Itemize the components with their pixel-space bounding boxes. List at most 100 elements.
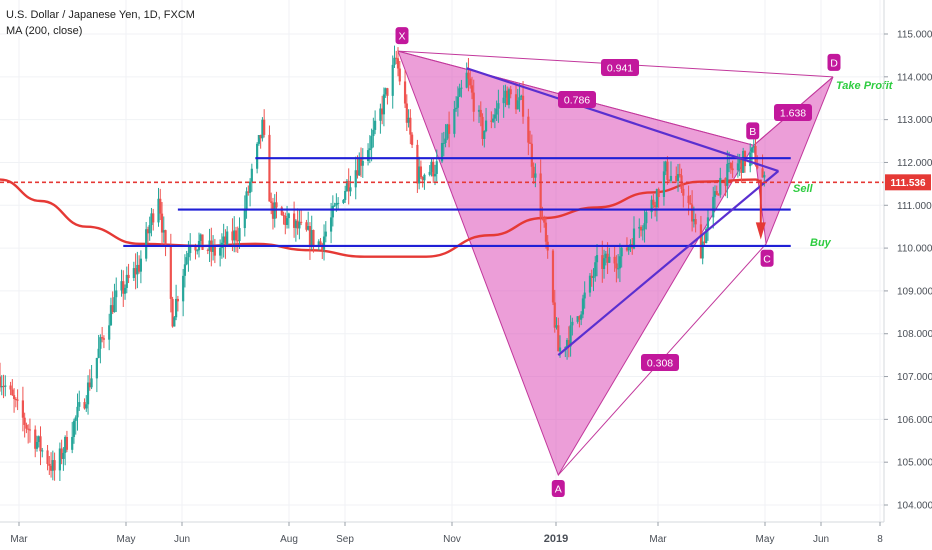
candle-down[interactable] bbox=[416, 144, 419, 184]
candle-down[interactable] bbox=[308, 226, 312, 246]
candle-down[interactable] bbox=[236, 240, 239, 242]
candle-up[interactable] bbox=[250, 168, 253, 182]
candle-up[interactable] bbox=[534, 173, 537, 178]
candle-down[interactable] bbox=[539, 173, 542, 218]
candle-down[interactable] bbox=[268, 134, 271, 202]
candle-up[interactable] bbox=[719, 177, 722, 195]
candle-down[interactable] bbox=[590, 275, 593, 278]
candle-up[interactable] bbox=[742, 150, 745, 173]
candle-up[interactable] bbox=[433, 173, 437, 177]
candle-up[interactable] bbox=[261, 119, 264, 139]
candle-down[interactable] bbox=[122, 281, 125, 294]
candle-up[interactable] bbox=[650, 199, 653, 213]
candle-up[interactable] bbox=[344, 190, 347, 200]
candle-down[interactable] bbox=[403, 81, 407, 104]
candle-up[interactable] bbox=[669, 175, 673, 181]
candle-up[interactable] bbox=[374, 120, 377, 130]
candle-up[interactable] bbox=[727, 162, 731, 164]
candle-up[interactable] bbox=[132, 268, 135, 279]
candle-up[interactable] bbox=[173, 317, 176, 327]
candle-up[interactable] bbox=[495, 108, 498, 115]
candle-down[interactable] bbox=[625, 247, 629, 251]
candle-up[interactable] bbox=[0, 386, 3, 388]
candle-up[interactable] bbox=[618, 256, 622, 269]
candle-up[interactable] bbox=[335, 202, 338, 206]
candle-down[interactable] bbox=[410, 134, 414, 145]
candle-down[interactable] bbox=[699, 224, 703, 259]
candle-down[interactable] bbox=[275, 202, 278, 208]
candle-up[interactable] bbox=[458, 88, 461, 97]
candle-up[interactable] bbox=[465, 72, 468, 88]
candle-down[interactable] bbox=[101, 337, 104, 339]
candle-up[interactable] bbox=[248, 181, 252, 193]
candle-up[interactable] bbox=[35, 442, 39, 449]
candle-up[interactable] bbox=[256, 143, 259, 169]
candle-up[interactable] bbox=[446, 124, 449, 139]
candle-down[interactable] bbox=[21, 400, 24, 418]
candle-up[interactable] bbox=[345, 180, 349, 191]
candle-down[interactable] bbox=[160, 213, 164, 233]
candle-down[interactable] bbox=[717, 194, 720, 196]
candle-down[interactable] bbox=[102, 338, 106, 340]
candle-down[interactable] bbox=[409, 117, 412, 135]
candle-up[interactable] bbox=[581, 298, 585, 315]
candle-up[interactable] bbox=[157, 198, 160, 223]
candle-down[interactable] bbox=[703, 241, 706, 244]
candle-up[interactable] bbox=[285, 218, 289, 225]
candle-up[interactable] bbox=[595, 255, 599, 263]
candle-up[interactable] bbox=[337, 202, 340, 204]
candle-up[interactable] bbox=[676, 174, 680, 181]
candle-down[interactable] bbox=[213, 245, 216, 256]
candle-down[interactable] bbox=[470, 85, 474, 93]
candle-up[interactable] bbox=[41, 450, 44, 452]
candle-up[interactable] bbox=[712, 196, 715, 218]
candle-up[interactable] bbox=[307, 226, 310, 230]
candle-up[interactable] bbox=[182, 275, 185, 302]
candle-up[interactable] bbox=[620, 247, 623, 257]
candle-down[interactable] bbox=[557, 325, 560, 352]
candle-up[interactable] bbox=[74, 417, 77, 421]
candle-down[interactable] bbox=[23, 417, 26, 425]
candle-up[interactable] bbox=[148, 225, 151, 234]
candle-down[interactable] bbox=[171, 298, 174, 327]
candle-up[interactable] bbox=[71, 436, 74, 450]
candle-up[interactable] bbox=[662, 171, 666, 197]
candle-up[interactable] bbox=[440, 143, 444, 162]
candle-up[interactable] bbox=[752, 145, 755, 148]
candle-down[interactable] bbox=[194, 246, 197, 251]
candle-up[interactable] bbox=[324, 231, 327, 237]
candle-up[interactable] bbox=[370, 136, 373, 149]
candle-down[interactable] bbox=[27, 428, 30, 430]
candle-down[interactable] bbox=[9, 385, 12, 390]
candle-up[interactable] bbox=[617, 268, 620, 270]
candle-down[interactable] bbox=[201, 234, 204, 250]
candle-up[interactable] bbox=[382, 94, 386, 115]
candle-down[interactable] bbox=[395, 57, 398, 59]
candle-up[interactable] bbox=[379, 108, 382, 121]
candle-up[interactable] bbox=[455, 107, 458, 110]
candle-down[interactable] bbox=[421, 177, 424, 181]
candle-up[interactable] bbox=[187, 253, 190, 258]
candle-up[interactable] bbox=[310, 230, 313, 246]
candle-down[interactable] bbox=[300, 221, 303, 223]
candle-down[interactable] bbox=[613, 256, 616, 264]
candle-up[interactable] bbox=[189, 246, 192, 254]
candle-down[interactable] bbox=[65, 436, 69, 450]
candle-down[interactable] bbox=[532, 166, 535, 178]
candle-up[interactable] bbox=[627, 246, 630, 251]
candle-down[interactable] bbox=[694, 219, 697, 225]
candle-up[interactable] bbox=[706, 217, 710, 229]
candle-up[interactable] bbox=[576, 316, 579, 322]
candle-up[interactable] bbox=[583, 292, 586, 299]
candle-up[interactable] bbox=[287, 213, 290, 219]
candle-up[interactable] bbox=[196, 250, 199, 252]
candle-down[interactable] bbox=[146, 229, 150, 234]
candle-up[interactable] bbox=[150, 213, 153, 226]
candle-down[interactable] bbox=[675, 175, 678, 181]
candle-up[interactable] bbox=[453, 109, 456, 134]
candle-up[interactable] bbox=[257, 134, 260, 144]
candle-up[interactable] bbox=[222, 236, 225, 243]
candle-down[interactable] bbox=[527, 116, 530, 143]
candle-up[interactable] bbox=[354, 170, 357, 188]
candle-up[interactable] bbox=[435, 161, 438, 174]
